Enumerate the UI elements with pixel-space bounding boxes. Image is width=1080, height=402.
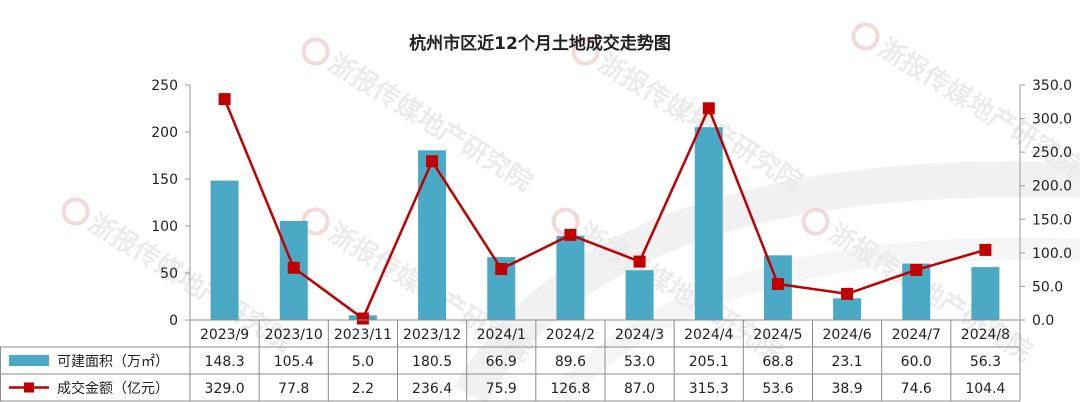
line-point-2023-12 [426,155,439,168]
y-right-tick-label: 200.0 [1032,179,1072,195]
x-tick-label: 2024/8 [961,327,1010,343]
data-label-area: 23.1 [831,354,862,370]
brand-logo-icon [571,37,600,66]
line-point-2024-6 [841,287,854,300]
y-right-tick-label: 250.0 [1032,145,1072,161]
y-left-tick-label: 50 [160,266,178,282]
line-point-2023-11 [356,312,369,325]
brand-logo-icon [61,197,90,226]
data-label-area: 89.6 [555,354,586,370]
data-label-amount: 315.3 [689,381,729,397]
y-left-tick-label: 200 [151,125,178,141]
bar-area-2024-3 [625,270,654,320]
legend-marker-swatch [24,382,34,393]
line-point-2023-10 [287,261,300,274]
y-left-tick-label: 0 [169,313,178,329]
line-point-2024-2 [564,228,577,241]
legend-bar-swatch [9,355,49,366]
line-point-2024-1 [495,263,508,276]
data-label-area: 105.4 [274,354,314,370]
y-right-tick-label: 350.0 [1032,78,1072,94]
bar-area-2024-8 [971,267,1000,320]
watermark-swoosh-shape [454,161,1080,402]
data-label-area: 56.3 [970,354,1001,370]
watermark: 浙报传媒地产研究院 [571,37,808,198]
bar-series [210,127,1000,321]
axes: 0 50 100 150 200 250 0.0 50.0 100.0 150.0 200.0 250… [151,78,1072,329]
line-point-2023-9 [218,93,231,106]
bar-area-2024-2 [556,235,585,320]
brand-logo-icon [301,207,330,236]
y-right-tick-label: 100.0 [1032,246,1072,262]
data-label-area: 5.0 [352,354,374,370]
x-tick-label: 2023/9 [200,327,249,343]
data-label-amount: 236.4 [412,381,452,397]
brand-logo-icon [551,207,580,236]
data-label-amount: 126.8 [550,381,590,397]
x-tick-label: 2024/5 [753,327,802,343]
line-point-2024-7 [910,263,923,276]
line-series [218,93,992,325]
x-tick-label: 2024/4 [684,327,733,343]
data-label-area: 148.3 [205,354,245,370]
y-right-tick-label: 300.0 [1032,112,1072,128]
y-right-tick-label: 0.0 [1032,313,1054,329]
y-left-tick-label: 250 [151,78,178,94]
legend-label-area: 可建面积（万㎡） [57,354,169,370]
data-label-area: 205.1 [689,354,729,370]
brand-logo-icon [851,22,880,51]
legend-label-amount: 成交金额（亿元） [57,380,169,397]
line-point-2024-4 [702,102,715,115]
data-label-area: 53.0 [624,354,655,370]
data-label-amount: 2.2 [352,381,374,397]
bar-area-2024-4 [694,127,723,321]
data-label-amount: 104.4 [965,381,1005,397]
data-label-amount: 74.6 [901,381,932,397]
line-point-2024-3 [633,255,646,268]
data-label-amount: 87.0 [624,381,655,397]
brand-logo-icon [801,207,830,236]
chart-title: 杭州市区近12个月土地成交走势图 [409,33,671,54]
data-label-area: 60.0 [901,354,932,370]
data-label-area: 66.9 [486,354,517,370]
watermark: 浙报传媒地产研究院 [301,37,538,198]
brand-logo-icon [301,37,330,66]
x-tick-label: 2024/1 [477,327,526,343]
y-right-tick-label: 150.0 [1032,212,1072,228]
x-tick-label: 2024/3 [615,327,664,343]
data-table: 2023/9 2023/10 2023/11 2023/12 2024/1 2024/2 2… [0,319,1021,402]
data-label-amount: 53.6 [762,381,793,397]
x-tick-label: 2023/10 [265,327,323,343]
y-right-tick-label: 50.0 [1032,279,1063,295]
bar-area-2023-12 [418,150,447,320]
x-tick-label: 2023/12 [403,327,461,343]
y-left-tick-label: 100 [151,219,178,235]
x-tick-label: 2024/2 [546,327,595,343]
x-tick-label: 2024/6 [822,327,871,343]
line-point-2024-8 [979,243,992,256]
bar-area-2024-6 [833,298,862,320]
data-label-amount: 77.8 [278,381,309,397]
x-tick-label: 2024/7 [892,327,941,343]
bar-area-2023-9 [210,180,239,320]
y-left-tick-label: 150 [151,172,178,188]
data-label-amount: 329.0 [205,381,245,397]
data-label-area: 68.8 [762,354,793,370]
x-tick-label: 2023/11 [334,327,392,343]
data-label-area: 180.5 [412,354,452,370]
data-label-amount: 75.9 [486,381,517,397]
line-amount [223,98,986,321]
data-label-amount: 38.9 [831,381,862,397]
line-point-2024-5 [771,278,784,291]
